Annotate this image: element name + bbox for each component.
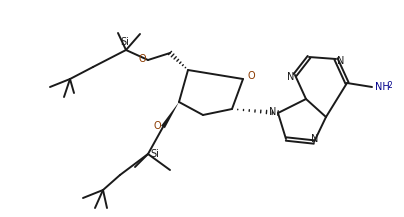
Text: N: N bbox=[286, 72, 294, 82]
Text: O: O bbox=[247, 71, 255, 81]
Text: N: N bbox=[337, 56, 344, 66]
Text: Si: Si bbox=[120, 37, 129, 47]
Text: N: N bbox=[311, 134, 319, 144]
Polygon shape bbox=[161, 102, 179, 128]
Text: NH: NH bbox=[375, 82, 390, 92]
Text: O: O bbox=[154, 121, 161, 131]
Text: N: N bbox=[269, 107, 276, 117]
Text: Si: Si bbox=[150, 149, 159, 159]
Text: 2: 2 bbox=[388, 81, 393, 89]
Text: O: O bbox=[139, 54, 146, 64]
